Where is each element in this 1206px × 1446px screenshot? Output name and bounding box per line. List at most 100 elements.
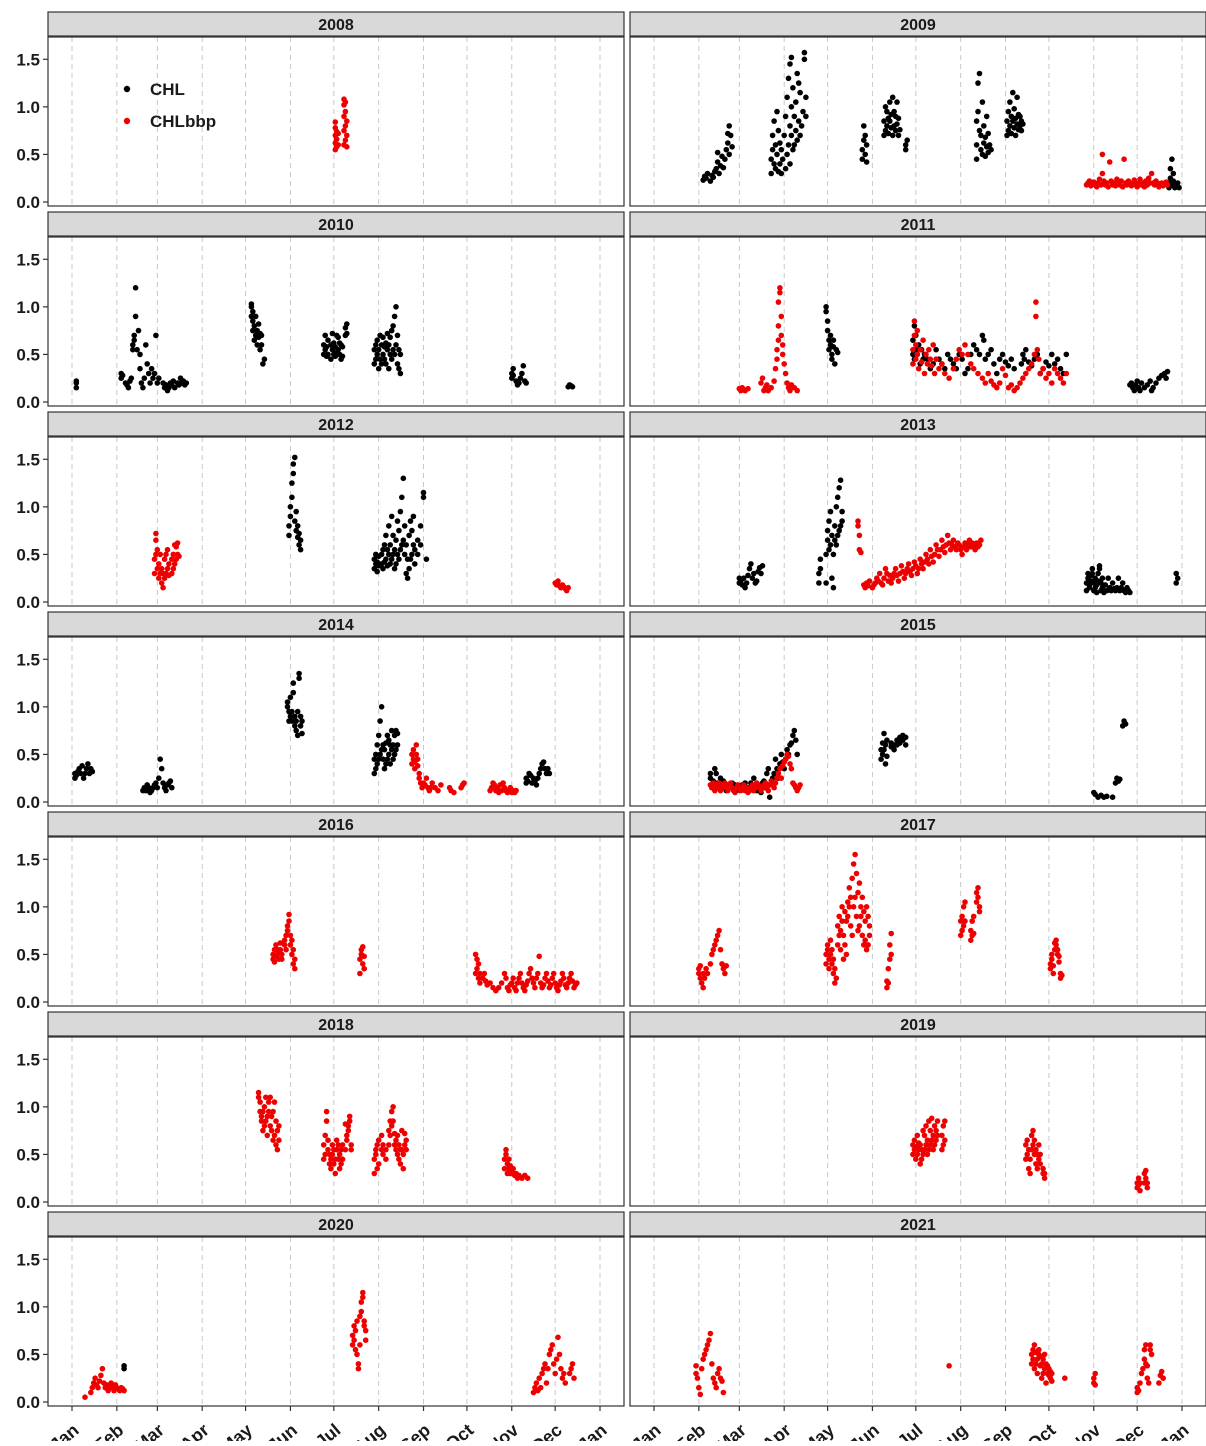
data-point-chlbbp: [1040, 365, 1046, 372]
data-point-chlbbp: [917, 556, 923, 562]
data-point-chlbbp: [861, 908, 867, 915]
data-point-chlbbp: [1038, 1361, 1045, 1367]
data-point-chlbbp: [1062, 1375, 1068, 1381]
data-point-chlbbp: [774, 775, 780, 781]
data-point-chlbbp: [273, 1118, 279, 1124]
data-point-chlbbp: [698, 980, 705, 986]
data-point-chlbbp: [416, 775, 423, 781]
data-point-chlbbp: [1164, 182, 1171, 188]
data-point-chlbbp: [960, 923, 967, 929]
data-point-chlbbp: [161, 556, 168, 562]
facet-strip: [47, 211, 625, 237]
data-point-chl: [759, 563, 766, 569]
data-point-chlbbp: [887, 956, 893, 962]
data-point-chl: [80, 775, 87, 781]
data-point-chl: [260, 361, 266, 367]
data-point-chlbbp: [826, 956, 832, 962]
panel-border: [47, 36, 625, 207]
data-point-chl: [160, 780, 166, 786]
data-point-chlbbp: [712, 942, 718, 948]
data-point-chlbbp: [1141, 1356, 1148, 1362]
data-point-chlbbp: [346, 1118, 353, 1124]
data-point-chlbbp: [332, 1170, 339, 1177]
y-tick-label: 0.0: [16, 993, 40, 1012]
data-point-chl: [284, 704, 291, 710]
data-point-chl: [299, 730, 305, 737]
data-point-chl: [801, 56, 808, 63]
data-point-chlbbp: [928, 1115, 935, 1122]
data-point-chl: [1150, 384, 1156, 391]
data-point-chl: [740, 575, 747, 581]
data-point-chlbbp: [1028, 1361, 1035, 1367]
data-point-chlbbp: [409, 751, 415, 758]
y-tick-label: 0.0: [16, 1393, 40, 1412]
data-point-chlbbp: [939, 361, 945, 367]
data-point-chl: [791, 113, 798, 120]
data-point-chlbbp: [840, 956, 847, 962]
data-point-chlbbp: [930, 1146, 936, 1153]
data-point-chlbbp: [704, 1342, 711, 1348]
data-point-chl: [973, 142, 980, 148]
data-point-chl: [252, 313, 259, 320]
data-point-chl: [73, 378, 80, 384]
data-point-chlbbp: [390, 1118, 396, 1124]
data-point-chl: [374, 568, 381, 575]
data-point-chl: [391, 565, 398, 572]
data-point-chlbbp: [530, 1389, 537, 1396]
data-point-chlbbp: [727, 780, 734, 786]
data-point-chl: [251, 337, 258, 344]
data-point-chlbbp: [836, 932, 842, 939]
data-point-chlbbp: [393, 1137, 399, 1143]
data-point-chlbbp: [732, 789, 738, 796]
data-point-chl: [714, 149, 721, 156]
data-point-chl: [775, 127, 782, 134]
data-point-chlbbp: [393, 1146, 399, 1153]
data-point-chl: [862, 151, 868, 158]
data-point-chl: [902, 734, 909, 741]
data-point-chlbbp: [552, 1370, 558, 1377]
data-point-chl: [769, 132, 776, 139]
data-point-chl: [826, 346, 832, 353]
data-point-chlbbp: [351, 1337, 357, 1343]
data-point-chl: [394, 742, 401, 748]
data-point-chlbbp: [276, 1123, 282, 1129]
data-point-chlbbp: [516, 975, 522, 981]
data-point-chlbbp: [859, 932, 866, 939]
data-point-chlbbp: [341, 127, 347, 134]
data-point-chl: [371, 361, 378, 367]
data-point-chlbbp: [176, 553, 182, 560]
data-point-chl: [879, 751, 886, 758]
data-point-chlbbp: [169, 570, 175, 577]
data-point-chlbbp: [771, 378, 777, 384]
data-point-chlbbp: [996, 380, 1003, 386]
data-point-chl: [294, 732, 301, 739]
data-point-chl: [976, 127, 983, 134]
data-point-chlbbp: [887, 942, 893, 948]
data-point-chlbbp: [696, 970, 702, 977]
data-point-chlbbp: [824, 942, 831, 948]
data-point-chl: [89, 768, 96, 775]
data-point-chlbbp: [451, 789, 457, 796]
y-tick-label: 1.5: [16, 650, 40, 669]
data-point-chl: [290, 680, 297, 686]
data-point-chl: [1115, 575, 1122, 581]
data-point-chl: [832, 361, 838, 367]
data-point-chl: [396, 527, 402, 534]
data-point-chlbbp: [710, 946, 717, 953]
data-point-chlbbp: [1024, 1137, 1030, 1143]
data-point-chlbbp: [357, 1342, 363, 1348]
panel-border: [629, 436, 1206, 607]
data-point-chl: [772, 756, 779, 762]
data-point-chlbbp: [1147, 1346, 1153, 1353]
data-point-chlbbp: [1138, 1370, 1145, 1377]
data-point-chlbbp: [335, 1142, 342, 1148]
data-point-chlbbp: [924, 1137, 931, 1143]
data-point-chl: [982, 356, 989, 363]
data-point-chl: [895, 132, 902, 139]
data-point-chlbbp: [346, 1113, 353, 1120]
data-point-chlbbp: [939, 1146, 945, 1153]
data-point-chl: [403, 542, 410, 548]
data-point-chl: [891, 746, 897, 753]
data-point-chl: [902, 142, 909, 148]
data-point-chlbbp: [543, 1380, 550, 1386]
